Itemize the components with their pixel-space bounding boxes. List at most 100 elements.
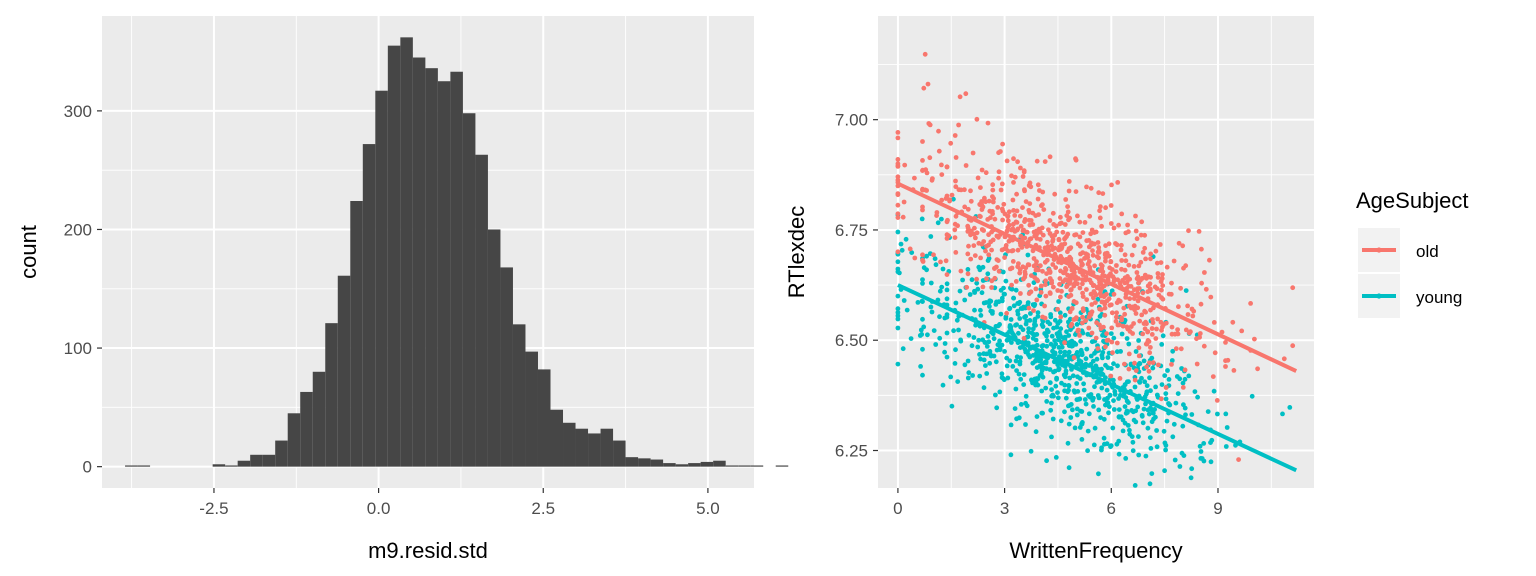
scatter-point-young [1083, 356, 1089, 362]
scatter-point-old [1134, 236, 1140, 242]
scatter-point-old [1044, 271, 1049, 276]
scatter-point-old [1142, 308, 1147, 314]
scatter-point-old [1102, 252, 1108, 258]
scatter-point-young [1066, 353, 1071, 358]
scatter-point-old [1207, 257, 1212, 263]
scatter-point-old [931, 252, 936, 258]
scatter-point-old [1113, 269, 1119, 274]
scatter-point-young [1147, 375, 1152, 381]
scatter-point-young [940, 382, 946, 388]
scatter-point-old [996, 175, 1001, 181]
scatter-point-young [1180, 380, 1186, 386]
scatter-point-old [965, 223, 971, 229]
scatter-point-young [1154, 392, 1160, 398]
scatter-point-old [963, 163, 969, 168]
scatter-point-old [1034, 236, 1040, 241]
scatter-point-old [1040, 189, 1046, 195]
scatter-point-old [1089, 227, 1095, 233]
scatter-point-old [1090, 248, 1095, 254]
scatter-point-old [1055, 306, 1060, 312]
scatter-point-young [999, 298, 1005, 304]
scatter-point-old [986, 252, 992, 258]
scatter-point-young [1067, 339, 1073, 345]
scatter-point-old [1171, 258, 1177, 264]
scatter-point-old [1038, 263, 1043, 269]
scatter-point-young [981, 300, 987, 306]
scatter-point-young [1159, 382, 1165, 387]
scatter-point-old [952, 227, 958, 233]
scatter-point-old [1158, 279, 1164, 284]
scatter-point-old [1100, 191, 1106, 197]
scatter-point-young [937, 288, 943, 294]
scatter-point-young [1021, 304, 1026, 310]
legend-key-old-point [1376, 247, 1382, 253]
scatter-point-young [994, 299, 999, 305]
scatter-point-young [1086, 363, 1092, 368]
scatter-point-old [1122, 361, 1127, 367]
scatter-point-young [898, 241, 904, 247]
histogram-y-tick-label: 300 [64, 102, 92, 121]
scatter-point-old [1131, 264, 1137, 269]
scatter-point-young [904, 307, 910, 313]
scatter-point-old [1078, 258, 1084, 264]
scatter-point-old [1033, 286, 1039, 292]
scatter-point-young [1008, 452, 1014, 458]
scatter-point-young [1066, 319, 1071, 325]
scatter-point-old [1159, 287, 1164, 293]
histogram-bar [588, 433, 601, 467]
scatter-point-young [1030, 331, 1036, 337]
scatter-point-young [1098, 415, 1103, 420]
scatter-point-old [1203, 286, 1209, 292]
scatter-point-old [1063, 266, 1068, 271]
scatter-point-young [1030, 353, 1036, 358]
scatter-point-young [1063, 371, 1069, 376]
scatter-point-young [1114, 441, 1120, 447]
scatter-point-old [1194, 361, 1200, 367]
scatter-point-young [1049, 387, 1054, 392]
scatter-point-young [1106, 410, 1111, 416]
scatter-point-young [1021, 382, 1027, 387]
scatter-point-young [928, 234, 934, 239]
scatter-point-old [1099, 299, 1105, 305]
scatter-y-tick-label: 6.25 [835, 442, 868, 461]
scatter-point-old [1159, 327, 1164, 333]
histogram-y-axis-title: count [16, 225, 41, 279]
scatter-point-old [1071, 299, 1077, 304]
scatter-point-young [1015, 311, 1021, 317]
scatter-point-young [1095, 296, 1101, 302]
scatter-point-young [1129, 408, 1134, 413]
scatter-point-old [944, 164, 950, 170]
scatter-point-old [1017, 270, 1023, 276]
scatter-point-young [1062, 349, 1068, 355]
scatter-point-old [1021, 227, 1026, 233]
scatter-point-old [1033, 228, 1039, 234]
scatter-point-old [972, 253, 978, 258]
scatter-point-old [1183, 327, 1189, 333]
scatter-point-old [1096, 255, 1101, 261]
scatter-point-old [1103, 258, 1108, 264]
scatter-point-old [1003, 243, 1009, 248]
scatter-point-young [1162, 373, 1168, 378]
scatter-point-old [1088, 231, 1094, 237]
scatter-point-old [1014, 191, 1019, 197]
scatter-point-old [1131, 243, 1137, 249]
scatter-point-young [966, 332, 972, 338]
scatter-point-young [1075, 374, 1080, 380]
scatter-point-old [1197, 331, 1203, 336]
scatter-point-young [1034, 332, 1040, 337]
scatter-point-old [1009, 173, 1014, 179]
scatter-point-old [1000, 217, 1005, 223]
scatter-point-young [1126, 341, 1132, 347]
scatter-point-young [984, 344, 990, 349]
scatter-point-old [1026, 282, 1032, 288]
scatter-point-old [1050, 210, 1056, 216]
scatter-point-old [1023, 199, 1029, 205]
scatter-point-old [1004, 158, 1010, 164]
scatter-point-old [944, 236, 950, 241]
scatter-point-old [1160, 283, 1166, 288]
scatter-point-old [987, 208, 993, 214]
histogram-bar [212, 464, 226, 467]
scatter-point-young [1092, 425, 1098, 431]
scatter-point-old [1094, 320, 1099, 326]
scatter-point-young [1175, 391, 1181, 396]
